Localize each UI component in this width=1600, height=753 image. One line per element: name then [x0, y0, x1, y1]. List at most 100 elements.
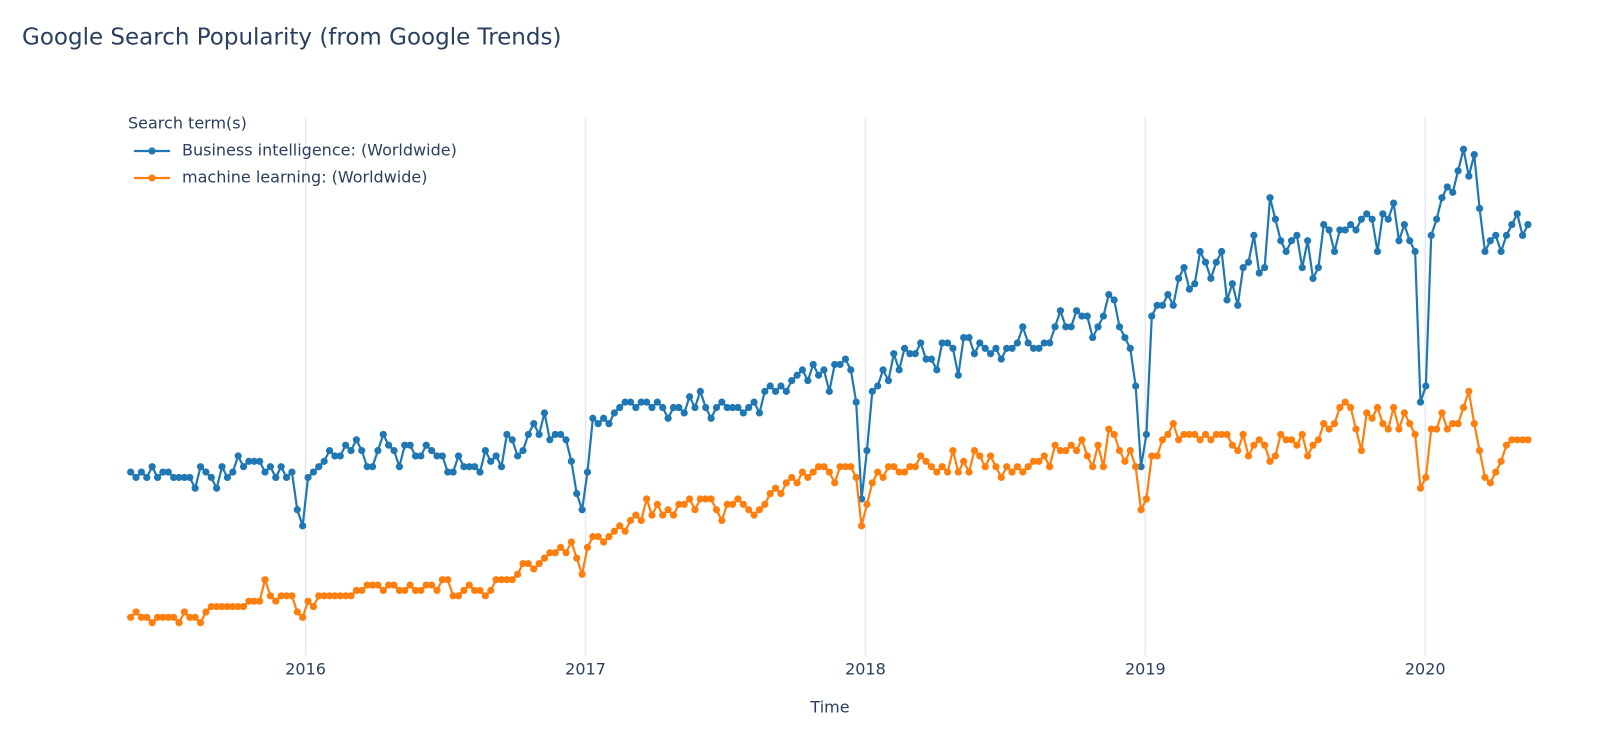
data-point [304, 597, 312, 605]
data-point [900, 468, 909, 476]
data-point [1094, 441, 1102, 449]
data-point [374, 446, 382, 455]
data-point [1094, 323, 1102, 331]
data-point [288, 592, 296, 600]
data-point [804, 473, 812, 482]
data-point [814, 463, 823, 471]
data-point [1373, 247, 1382, 256]
data-point [449, 592, 457, 600]
data-point [573, 554, 581, 562]
data-point [336, 452, 344, 460]
data-point [1330, 247, 1339, 256]
data-point [1051, 323, 1059, 331]
data-point [229, 468, 237, 476]
grid [304, 117, 1426, 655]
data-point [352, 586, 360, 595]
data-point [320, 457, 328, 465]
data-point [594, 533, 602, 541]
data-point [540, 554, 549, 562]
data-point [1110, 430, 1118, 439]
data-point [1013, 339, 1022, 347]
data-point [1379, 210, 1387, 218]
data-point [497, 463, 506, 471]
data-point [207, 602, 215, 611]
data-point [1357, 446, 1365, 455]
data-point [266, 463, 275, 471]
data-point [551, 430, 559, 439]
data-point [519, 446, 527, 455]
data-point [1244, 258, 1253, 266]
data-point [342, 592, 350, 600]
data-point [481, 592, 489, 600]
data-point [616, 403, 624, 412]
data-point [1072, 446, 1081, 455]
data-point [1142, 495, 1150, 503]
data-point [755, 506, 764, 514]
data-point [309, 468, 317, 476]
data-point [1099, 312, 1108, 320]
x-axis-title: Time [809, 698, 849, 717]
data-point [546, 549, 554, 557]
data-point [1406, 237, 1414, 245]
data-point [299, 613, 307, 621]
data-point [895, 366, 903, 374]
data-point [836, 360, 844, 369]
data-point [202, 608, 210, 616]
data-point [739, 409, 747, 417]
data-point [266, 592, 275, 600]
data-point [1347, 403, 1355, 412]
data-point [675, 500, 683, 508]
data-point [1201, 258, 1210, 266]
data-point [793, 479, 801, 487]
data-point [1363, 409, 1371, 417]
data-point [557, 543, 565, 552]
data-point [1524, 221, 1532, 229]
data-point [1518, 436, 1527, 444]
data-point [1416, 484, 1425, 492]
data-point [503, 430, 511, 439]
data-point [395, 463, 403, 471]
plot-area [127, 145, 1532, 627]
data-point [1196, 247, 1204, 256]
data-point [551, 549, 559, 557]
data-point [411, 452, 420, 460]
data-point [605, 420, 613, 428]
data-point [1384, 425, 1392, 433]
data-point [358, 446, 366, 455]
data-point [1148, 452, 1156, 460]
data-point [1003, 463, 1011, 471]
data-point [1250, 441, 1258, 449]
data-point [874, 468, 882, 476]
data-point [460, 463, 468, 471]
data-point [1309, 441, 1317, 449]
data-point [723, 500, 731, 508]
data-point [626, 398, 635, 406]
data-point [336, 592, 344, 600]
data-point [728, 500, 737, 508]
data-point [836, 463, 844, 471]
data-point [863, 500, 871, 508]
data-point [530, 420, 538, 428]
data-point [261, 576, 269, 584]
data-point [1395, 237, 1403, 245]
data-point [514, 452, 522, 460]
data-point [245, 597, 253, 605]
data-point [852, 473, 860, 482]
data-point [761, 500, 769, 508]
data-point [159, 613, 167, 621]
data-point [471, 586, 479, 595]
data-point [1336, 403, 1344, 412]
data-point [444, 468, 452, 476]
data-point [465, 463, 473, 471]
data-point [250, 457, 258, 465]
data-point [943, 468, 952, 476]
data-point [847, 366, 855, 374]
data-point [1443, 183, 1451, 191]
data-point [530, 565, 538, 573]
data-point [1433, 425, 1441, 433]
data-point [1035, 344, 1043, 352]
data-point [374, 581, 382, 589]
data-point [857, 522, 866, 530]
data-point [664, 506, 672, 514]
